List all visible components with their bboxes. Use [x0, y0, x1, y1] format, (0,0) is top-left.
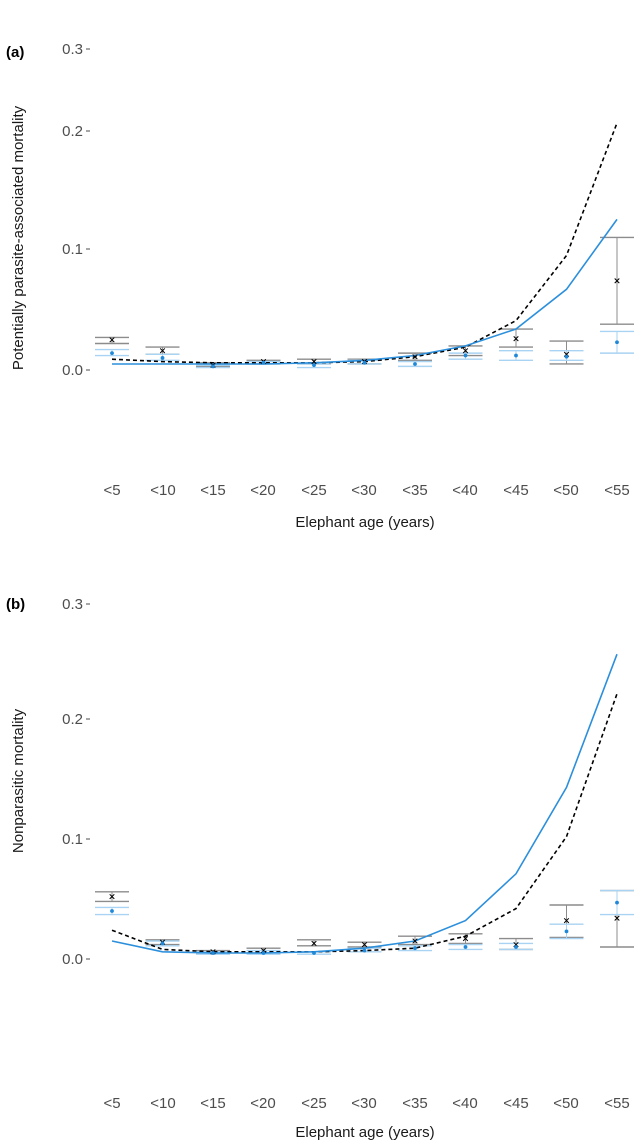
panel-a-observed-blue-point-5 — [362, 360, 367, 365]
panel-a-xtick-5: <30 — [351, 482, 376, 499]
panel-a-ytick-1: 0.1 — [62, 241, 83, 258]
panel-b-observed-blue-point-6 — [413, 946, 417, 951]
panel-a-observed-blue-point-8 — [514, 353, 518, 358]
panel-a-xtick-8: <45 — [503, 482, 528, 499]
panel-b-observed-blue-point-3 — [261, 951, 266, 955]
panel-b-xtick-2: <15 — [200, 1095, 225, 1112]
panel-b-plot — [95, 653, 634, 955]
panel-a-observed-blue-point-0 — [110, 351, 114, 356]
panel-a-xticks: <5 <10 <15 <20 <25 <30 <35 <40 <45 <50 <… — [103, 482, 629, 499]
panel-b-yticks: 0.0 0.1 0.2 0.3 — [62, 596, 90, 968]
panel-b-observed-black-point-5 — [361, 941, 368, 948]
panel-b-observed-black-point-6 — [412, 938, 418, 944]
panel-b-xtick-3: <20 — [250, 1095, 275, 1112]
panel-b-xtick-10: <55 — [604, 1095, 629, 1112]
panel-a-xtick-1: <10 — [150, 482, 175, 499]
panel-b-xtick-0: <5 — [103, 1095, 120, 1112]
panel-a-ytick-3: 0.3 — [62, 41, 83, 58]
panel-a-observed-black-point-1 — [159, 348, 166, 354]
panel-b-observed-black-point-9 — [563, 917, 570, 924]
panel-a-observed-blue-point-9 — [564, 354, 569, 359]
panel-a-ytick-0: 0.0 — [62, 362, 83, 379]
panel-b-xtick-4: <25 — [301, 1095, 326, 1112]
panel-a-xtick-10: <55 — [604, 482, 629, 499]
panel-b-observed-black-point-0 — [109, 893, 115, 900]
panel-b-ytick-2: 0.2 — [62, 711, 83, 728]
panel-a-xtick-3: <20 — [250, 482, 275, 499]
panel-b-xtick-8: <45 — [503, 1095, 528, 1112]
panel-a-xtick-6: <35 — [402, 482, 427, 499]
panel-b-xtick-9: <50 — [553, 1095, 578, 1112]
panel-a-observed-black-point-6 — [412, 354, 418, 360]
panel-a-observed-black-point-10 — [614, 278, 620, 284]
panel-a-yticks: 0.0 0.1 0.2 0.3 — [62, 41, 90, 379]
panel-b-observed-black-point-4 — [311, 940, 317, 947]
panel-a-observed-blue-point-1 — [160, 356, 165, 360]
panel-b-xtick-7: <40 — [452, 1095, 477, 1112]
panel-a-plot — [95, 122, 634, 369]
panel-a-observed-blue-point-10 — [615, 340, 619, 345]
panel-a-xtick-2: <15 — [200, 482, 225, 499]
panel-b-xtick-6: <35 — [402, 1095, 427, 1112]
panel-b-observed-black-point-7 — [462, 935, 469, 942]
panel-b-observed-blue-point-7 — [463, 945, 468, 949]
panel-a-observed-blue-point-7 — [463, 353, 468, 358]
panel-a-xtick-7: <40 — [452, 482, 477, 499]
panel-a: (a) Potentially parasite-associated mort… — [6, 41, 634, 531]
panel-b-xlabel: Elephant age (years) — [295, 1124, 434, 1141]
panel-b-observed-black-point-10 — [614, 915, 620, 921]
panel-a-xtick-0: <5 — [103, 482, 120, 499]
panel-a-ytick-2: 0.2 — [62, 123, 83, 140]
panel-b-model-dashed-black-line — [111, 693, 618, 953]
panel-b-xtick-1: <10 — [150, 1095, 175, 1112]
panel-b-observed-blue-point-5 — [362, 948, 367, 953]
panel-b-ylabel: Nonparasitic mortality — [10, 708, 27, 853]
panel-a-observed-blue-point-3 — [261, 360, 266, 365]
panel-b-observed-blue-point-2 — [211, 951, 215, 955]
panel-a-xtick-9: <50 — [553, 482, 578, 499]
panel-a-observed-blue-point-6 — [413, 362, 417, 366]
panel-a-label: (a) — [6, 44, 24, 61]
panel-b: (b) Nonparasitic mortality 0.0 0.1 0.2 0… — [6, 596, 634, 1141]
panel-b-label: (b) — [6, 596, 25, 613]
panel-b-xtick-5: <30 — [351, 1095, 376, 1112]
panel-b-xticks: <5 <10 <15 <20 <25 <30 <35 <40 <45 <50 <… — [103, 1095, 629, 1112]
panel-b-observed-blue-point-10 — [615, 900, 619, 905]
panel-a-model-dashed-black-line — [111, 122, 618, 364]
panel-a-observed-black-point-4 — [311, 358, 317, 365]
panel-b-observed-blue-point-9 — [564, 929, 569, 934]
panel-a-observed-black-point-7 — [462, 348, 469, 354]
panel-b-observed-blue-point-8 — [514, 945, 518, 949]
panel-a-ylabel: Potentially parasite-associated mortalit… — [10, 105, 27, 370]
panel-a-observed-blue-point-4 — [312, 363, 316, 368]
panel-a-observed-blue-point-2 — [211, 364, 215, 369]
panel-a-observed-black-point-8 — [513, 336, 519, 342]
panel-b-ytick-1: 0.1 — [62, 831, 83, 848]
panel-b-observed-blue-point-0 — [110, 909, 114, 913]
panel-b-observed-blue-point-1 — [160, 941, 165, 946]
panel-b-observed-blue-point-4 — [312, 951, 316, 955]
panel-a-model-solid-blue-line — [112, 218, 618, 365]
panel-a-observed-black-point-0 — [109, 337, 115, 343]
panel-a-xlabel: Elephant age (years) — [295, 514, 434, 531]
panel-a-xtick-4: <25 — [301, 482, 326, 499]
panel-b-ytick-0: 0.0 — [62, 951, 83, 968]
panel-b-ytick-3: 0.3 — [62, 596, 83, 613]
panel-b-model-solid-blue-line — [111, 653, 618, 954]
